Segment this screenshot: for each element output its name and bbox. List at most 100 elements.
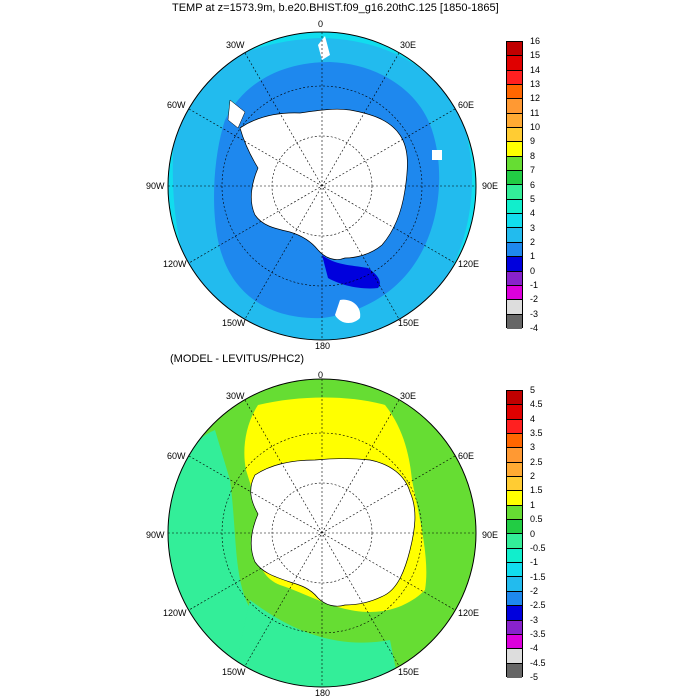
p1-lon-60e: 60E [458,100,475,110]
colorbar-tick-label: -1.5 [530,571,546,582]
colorbar-swatch [507,70,522,86]
colorbar-swatch [507,591,522,607]
p1-lon-90w: 90W [146,181,165,191]
p1-lon-0: 0 [318,19,324,29]
colorbar-tick-label: 5 [530,193,536,204]
colorbar-swatch [507,548,522,564]
p1-lon-30e: 30E [400,40,417,50]
p1-lon-180: 180 [315,341,331,351]
colorbar-tick-label: 3 [530,222,536,233]
colorbar-swatch [507,56,522,71]
colorbar-tick-label: 3 [530,442,536,453]
colorbar-tick-label: 15 [530,50,541,61]
p2-lon-30w: 30W [226,391,245,401]
colorbar-tick-label: 14 [530,64,541,75]
colorbar-tick-label: 1 [530,251,536,262]
p2-lon-30e: 30E [400,391,417,401]
colorbar-swatch [507,491,522,506]
panel1-colorbar [506,41,523,329]
colorbar-tick-label: -3 [530,308,539,319]
p1-lon-150e: 150E [398,318,420,328]
colorbar-tick-label: 2.5 [530,456,543,467]
colorbar-swatch [507,257,522,272]
colorbar-swatch [507,505,522,521]
colorbar-tick-label: 12 [530,93,541,104]
colorbar-swatch [507,113,522,129]
colorbar-tick-label: 2 [530,471,536,482]
colorbar-swatch [507,391,522,406]
colorbar-swatch [507,171,522,186]
colorbar-tick-label: 1.5 [530,485,543,496]
p2-lon-120w: 120W [163,608,187,618]
colorbar-swatch [507,228,522,243]
colorbar-swatch [507,128,522,143]
colorbar-tick-label: 8 [530,150,536,161]
p2-lon-60e: 60E [458,451,475,461]
colorbar-tick-label: 1 [530,499,536,510]
colorbar-tick-label: 5 [530,385,536,395]
colorbar-tick-label: 3.5 [530,428,543,439]
panel2-map [168,379,476,687]
colorbar-tick-label: 0 [530,528,536,539]
p2-lon-120e: 120E [458,608,480,618]
p1-lon-120w: 120W [163,259,187,269]
colorbar-tick-label: 2 [530,236,536,247]
colorbar-tick-label: 4 [530,413,536,424]
colorbar-tick-label: -5 [530,672,539,682]
colorbar-swatch [507,85,522,100]
colorbar-tick-label: 0 [530,265,536,276]
colorbar-tick-label: -2 [530,585,539,596]
p1-lon-90e: 90E [482,181,499,191]
colorbar-tick-label: -4 [530,643,539,654]
colorbar-swatch [507,300,522,315]
panel1-title: TEMP at z=1573.9m, b.e20.BHIST.f09_g16.2… [172,2,499,14]
p1-lon-150w: 150W [222,318,246,328]
colorbar-tick-label: -1 [530,557,539,568]
colorbar-swatch [507,214,522,229]
colorbar-swatch [507,448,522,463]
colorbar-swatch [507,419,522,435]
colorbar-tick-label: -1 [530,279,539,290]
colorbar-swatch [507,620,522,635]
p1-lon-30w: 30W [226,40,245,50]
p1-lon-60w: 60W [167,100,186,110]
p1-lon-120e: 120E [458,259,480,269]
panel2-title: (MODEL - LEVITUS/PHC2) [170,353,305,365]
p2-lon-0: 0 [318,370,324,380]
colorbar-swatch [507,563,522,578]
colorbar-swatch [507,42,522,57]
colorbar-swatch [507,606,522,621]
colorbar-swatch [507,462,522,478]
colorbar-tick-label: -4 [530,323,539,333]
p2-lon-60w: 60W [167,451,186,461]
colorbar-tick-label: -3 [530,614,539,625]
colorbar-tick-label: 7 [530,165,536,176]
colorbar-swatch [507,199,522,215]
colorbar-tick-label: 6 [530,179,536,190]
colorbar-tick-label: 4.5 [530,399,543,410]
colorbar-swatch [507,534,522,549]
colorbar-swatch [507,285,522,301]
panel2-colorbar [506,390,523,678]
colorbar-swatch [507,520,522,535]
colorbar-tick-label: 13 [530,79,541,90]
p2-lon-90e: 90E [482,530,499,540]
colorbar-swatch [507,156,522,172]
colorbar-swatch [507,649,522,664]
colorbar-tick-label: -0.5 [530,542,546,553]
colorbar-tick-label: 16 [530,36,541,46]
colorbar-swatch [507,663,522,678]
colorbar-swatch [507,577,522,592]
colorbar-swatch [507,434,522,449]
colorbar-swatch [507,314,522,329]
colorbar-tick-label: 9 [530,136,536,147]
colorbar-swatch [507,271,522,286]
colorbar-swatch [507,99,522,114]
colorbar-tick-label: 4 [530,208,536,219]
colorbar-tick-label: -2.5 [530,600,546,611]
colorbar-tick-label: 11 [530,107,540,118]
p2-lon-150e: 150E [398,667,420,677]
colorbar-tick-label: 0.5 [530,514,543,525]
colorbar-tick-label: -4.5 [530,657,546,668]
